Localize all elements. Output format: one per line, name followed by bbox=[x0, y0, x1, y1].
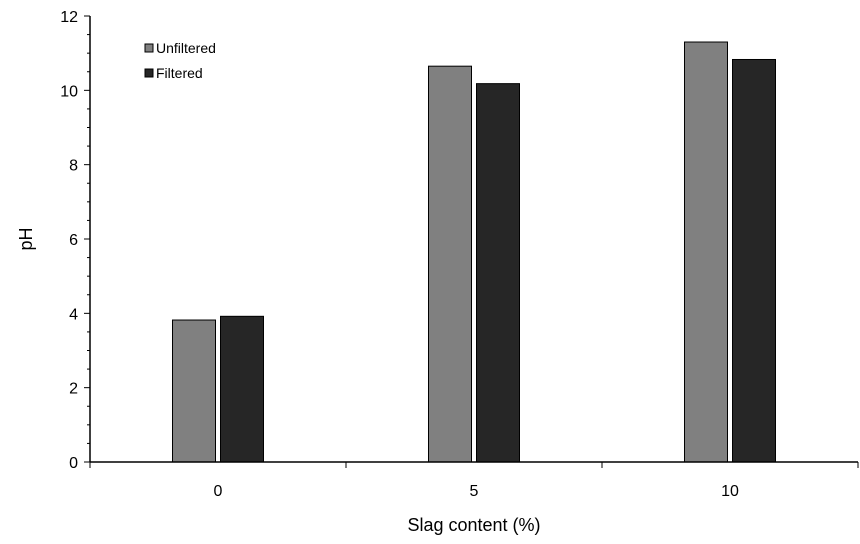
bar-unfiltered-5 bbox=[428, 65, 472, 463]
x-axis-title: Slag content (%) bbox=[407, 515, 540, 535]
bar-unfiltered-0 bbox=[172, 319, 216, 463]
bar-filtered-5 bbox=[476, 83, 520, 463]
x-tick-label: 0 bbox=[214, 483, 223, 500]
bar-filtered-10 bbox=[732, 58, 776, 463]
y-tick-label: 2 bbox=[69, 381, 78, 398]
legend-swatch bbox=[144, 43, 154, 53]
legend-label: Filtered bbox=[156, 65, 203, 81]
legend: Unfiltered Filtered bbox=[144, 40, 216, 81]
y-tick-label: 0 bbox=[69, 455, 78, 472]
legend-label: Unfiltered bbox=[156, 40, 216, 56]
plot-area: 0 2 4 6 8 10 12 0 5 10 bbox=[60, 9, 859, 500]
x-tick-label: 10 bbox=[721, 483, 739, 500]
y-tick-label: 10 bbox=[60, 83, 78, 100]
y-tick-label: 12 bbox=[60, 9, 78, 26]
legend-swatch bbox=[144, 68, 154, 78]
bar-unfiltered-10 bbox=[684, 41, 728, 463]
y-axis-ticks: 0 2 4 6 8 10 12 bbox=[60, 9, 90, 472]
y-tick-label: 4 bbox=[69, 306, 78, 323]
y-axis-title: pH bbox=[16, 227, 36, 250]
x-tick-label: 5 bbox=[470, 483, 479, 500]
y-tick-label: 6 bbox=[69, 232, 78, 249]
bar-filtered-0 bbox=[220, 315, 264, 463]
bars bbox=[172, 41, 776, 463]
y-tick-label: 8 bbox=[69, 158, 78, 175]
x-axis-ticks: 0 5 10 bbox=[89, 462, 859, 500]
